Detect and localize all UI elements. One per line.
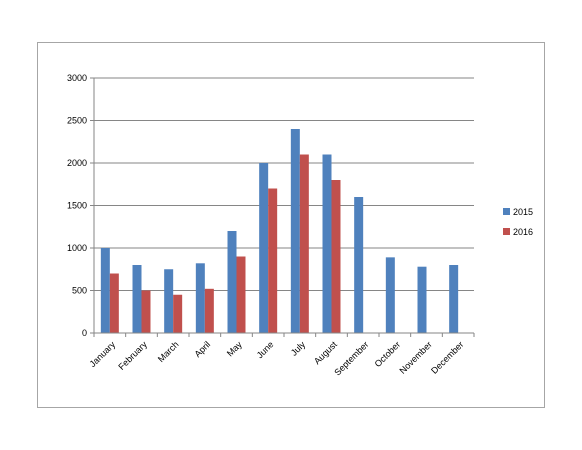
bar-2016-july	[299, 154, 309, 333]
x-tick-label: January	[88, 339, 118, 369]
bar-2015-september	[354, 197, 364, 333]
legend-label: 2016	[513, 227, 533, 237]
bar-2015-july	[290, 129, 300, 333]
x-tick-label: May	[225, 339, 244, 358]
bar-2016-april	[204, 288, 214, 333]
x-tick-label: July	[289, 339, 308, 358]
x-tick-label: August	[312, 339, 339, 366]
y-tick-label: 1000	[67, 243, 87, 253]
bar-2016-january	[109, 273, 119, 333]
legend-swatch	[503, 208, 510, 215]
gridlines	[94, 77, 474, 291]
legend-label: 2015	[513, 207, 533, 217]
y-tick-label: 2000	[67, 158, 87, 168]
y-tick-label: 500	[72, 286, 87, 296]
axes	[90, 77, 475, 337]
x-tick-label: March	[156, 339, 181, 364]
y-tick-label: 3000	[67, 73, 87, 83]
x-tick-label: June	[255, 339, 276, 360]
bar-2016-june	[268, 188, 278, 333]
bar-2015-may	[227, 231, 237, 333]
bar-2015-march	[164, 269, 174, 333]
bar-2016-march	[173, 294, 183, 333]
bar-2015-december	[449, 265, 459, 333]
bar-2015-august	[322, 154, 332, 333]
bar-2015-january	[100, 248, 110, 333]
bar-2016-may	[236, 256, 246, 333]
bar-2015-october	[385, 257, 395, 333]
y-tick-label: 0	[82, 328, 87, 338]
bars	[100, 129, 459, 333]
x-tick-label: November	[397, 339, 433, 375]
bar-2015-april	[195, 263, 205, 333]
y-tick-label: 2500	[67, 116, 87, 126]
bar-2016-august	[331, 180, 341, 333]
bar-2015-february	[132, 265, 142, 333]
x-tick-label: September	[332, 339, 370, 377]
bar-2015-june	[259, 163, 269, 333]
x-tick-label: December	[429, 339, 465, 375]
y-tick-label: 1500	[67, 201, 87, 211]
bar-2016-february	[141, 290, 151, 333]
y-axis-tick-labels: 0 500 1000 1500 2000 2500 3000	[67, 73, 87, 338]
x-tick-label: February	[116, 339, 149, 372]
x-tick-label: October	[373, 339, 403, 369]
legend: 2015 2016	[503, 207, 533, 237]
legend-swatch	[503, 228, 510, 235]
x-axis-tick-labels: January February March April May June July Augu…	[88, 339, 466, 378]
bar-2015-november	[417, 266, 427, 333]
x-tick-label: April	[192, 339, 212, 359]
